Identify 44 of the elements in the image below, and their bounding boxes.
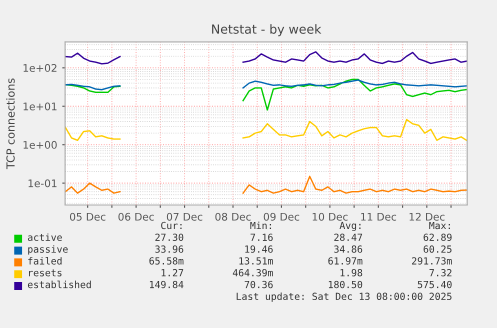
text: 28.47 [334, 234, 362, 241]
text: 7.16 [250, 234, 273, 241]
x-tick-label: 10 Dec [312, 212, 348, 221]
text: 291.73m [412, 257, 452, 265]
x-tick-label: 08 Dec [215, 212, 251, 221]
text: 34.86 [334, 245, 362, 253]
legend-label: resets [29, 269, 62, 276]
x-tick-label: 12 Dec [410, 212, 445, 221]
text: 464.39m [232, 269, 273, 276]
text: 19.46 [245, 245, 273, 253]
text: 65.58m [149, 257, 184, 265]
y-axis-title: TCP connections [6, 78, 15, 170]
text: Cur: [161, 222, 182, 230]
x-tick-label: 11 Dec [361, 212, 396, 221]
text: 61.97m [328, 257, 362, 265]
text: Min: [250, 222, 272, 230]
text: 180.50 [328, 280, 362, 288]
text: Avg: [340, 222, 360, 232]
text: 33.96 [155, 245, 184, 253]
text: 27.30 [155, 234, 184, 241]
legend-label: passive [28, 245, 68, 255]
y-tick-label: 1e+00 [24, 140, 57, 149]
text: 60.25 [424, 245, 452, 253]
legend-label: failed [28, 257, 62, 265]
text: 1.98 [340, 269, 362, 276]
x-tick-label: 09 Dec [264, 212, 300, 221]
text: 1.27 [162, 269, 184, 276]
text: 70.36 [244, 280, 273, 288]
y-tick-label: 1e+02 [24, 64, 56, 72]
text: 7.32 [430, 269, 452, 276]
x-tick-label: 06 Dec [118, 212, 154, 221]
text: 62.89 [424, 234, 452, 241]
y-tick-label: 1e-01 [28, 179, 57, 188]
text: Last update: Sat Dec 13 08:00:00 2025 [236, 292, 452, 302]
legend-label: active [28, 233, 62, 241]
legend-label: established [28, 280, 91, 288]
x-tick-label: 07 Dec [166, 212, 202, 221]
text: 13.51m [239, 257, 273, 265]
chart-title: Netstat - by week [212, 24, 322, 36]
y-tick-label: 1e+01 [24, 102, 57, 110]
x-tick-label: 05 Dec [70, 212, 106, 221]
text: Max: [429, 222, 450, 230]
text: 149.84 [150, 280, 184, 288]
text: 575.40 [418, 280, 452, 288]
